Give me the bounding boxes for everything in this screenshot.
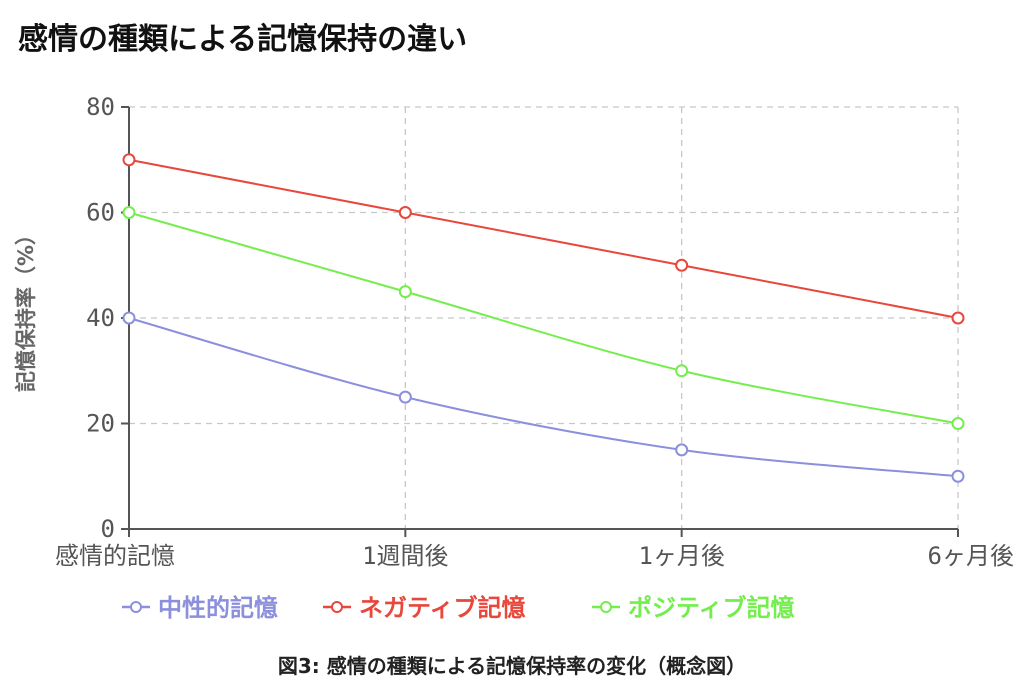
y-tick-label: 80 <box>86 93 115 121</box>
x-tick-label: 1週間後 <box>362 542 448 570</box>
y-axis-label: 記憶保持率（%） <box>14 224 38 392</box>
legend-marker-point <box>130 601 142 613</box>
legend-label: ネガティブ記憶 <box>359 594 526 622</box>
data-point <box>675 258 689 272</box>
data-point <box>675 443 689 457</box>
data-point <box>122 206 136 219</box>
data-point <box>398 206 412 219</box>
x-tick-label: 感情的記憶 <box>55 542 175 570</box>
data-point <box>951 469 965 483</box>
legend-label: ポジティブ記憶 <box>628 594 795 622</box>
data-point <box>122 153 136 167</box>
data-point <box>398 285 412 299</box>
y-tick-label: 40 <box>86 304 115 332</box>
series-line <box>128 211 959 425</box>
chart-title: 感情の種類による記憶保持の違い <box>18 22 468 57</box>
data-point <box>675 364 689 378</box>
legend-label: 中性的記憶 <box>158 594 278 622</box>
legend-marker-point <box>600 601 612 613</box>
data-point <box>951 311 965 325</box>
y-tick-label: 20 <box>86 410 115 438</box>
y-tick-label: 0 <box>101 515 115 543</box>
series-line <box>128 317 959 478</box>
legend-marker-point <box>331 601 343 613</box>
figure-caption: 図3: 感情の種類による記憶保持率の変化（概念図） <box>277 654 747 678</box>
series-line <box>128 158 959 319</box>
data-point <box>122 311 136 325</box>
x-tick-label: 6ヶ月後 <box>928 542 1014 570</box>
data-point <box>398 390 412 404</box>
line-chart: 0 20 40 60 80 感情的記憶 1週間後 1ヶ月後 6ヶ月後 記憶保持率（%） 中性的記憶 ネ… <box>14 93 1014 622</box>
y-tick-label: 60 <box>86 199 115 227</box>
data-point <box>951 417 965 430</box>
x-tick-label: 1ヶ月後 <box>638 542 724 570</box>
